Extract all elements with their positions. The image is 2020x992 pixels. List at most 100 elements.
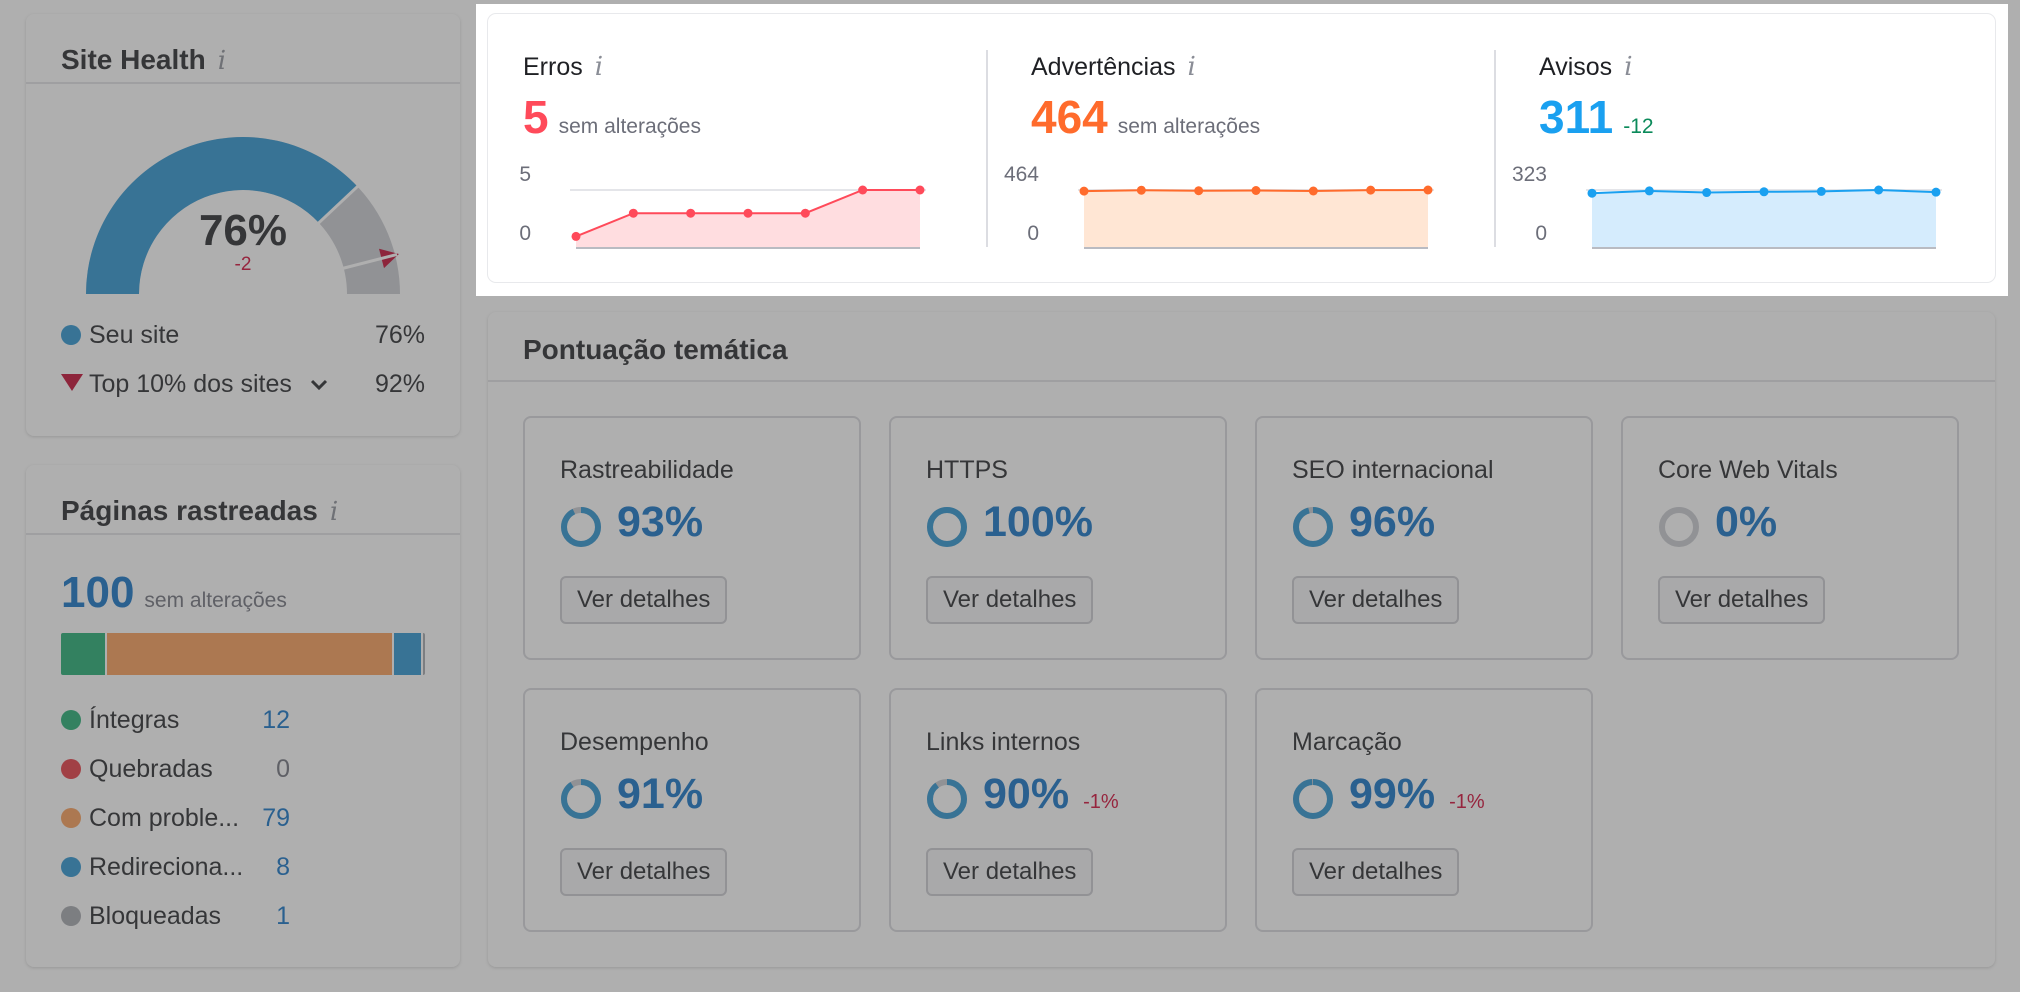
sparkline-point[interactable] (571, 231, 581, 241)
spark-y-tick: 0 (519, 222, 531, 245)
issue-value[interactable]: 5 sem alterações (523, 91, 701, 143)
info-icon[interactable]: i (1624, 52, 1633, 82)
legend-top10[interactable]: Top 10% dos sites (61, 370, 329, 399)
gauge-value: 76% (198, 206, 288, 255)
thematic-delta: -1% (1083, 791, 1119, 813)
divider (26, 82, 460, 84)
divider (488, 380, 1995, 382)
thematic-percentage: 90% -1% (983, 770, 1119, 818)
sparkline-point[interactable] (1308, 186, 1318, 196)
sparkline-point[interactable] (628, 208, 638, 218)
site-health-gauge (86, 137, 400, 294)
sparkline-point[interactable] (686, 208, 696, 218)
info-icon[interactable]: i (329, 497, 339, 527)
crawled-legend-value[interactable]: 1 (276, 902, 290, 930)
sparkline-point[interactable] (1816, 186, 1826, 196)
issue-sparkline[interactable] (1078, 164, 1438, 254)
thematic-score-card: Links internos 90% -1% Ver detalhes (889, 688, 1227, 932)
score-ring-icon (1659, 507, 1699, 547)
crawled-legend-item: Com proble... (61, 804, 239, 833)
dim-overlay (476, 0, 2020, 4)
sparkline-point[interactable] (1366, 185, 1376, 195)
triangle-down-icon (61, 374, 83, 391)
legend-site: Seu site (61, 321, 179, 350)
sparkline-point[interactable] (800, 208, 810, 218)
sparkline-area (576, 190, 920, 248)
sparkline-point[interactable] (1136, 185, 1146, 195)
sparkline-point[interactable] (1874, 185, 1884, 195)
sparkline-point[interactable] (1587, 188, 1597, 198)
info-icon[interactable]: i (594, 52, 604, 82)
view-details-button[interactable]: Ver detalhes (1658, 576, 1826, 624)
gauge-separator (316, 184, 360, 226)
separator (986, 50, 988, 247)
thematic-percentage: 91% (617, 770, 704, 818)
ring-fill (927, 507, 967, 547)
bar-segment[interactable] (61, 633, 105, 675)
crawled-legend-item: Quebradas (61, 755, 213, 784)
ring-fill (1293, 779, 1333, 819)
sparkline-point[interactable] (1079, 186, 1089, 196)
sparkline-area (1592, 190, 1936, 248)
crawled-legend-value[interactable]: 8 (276, 853, 290, 881)
sparkline-point[interactable] (1931, 187, 1941, 197)
thematic-percentage: 93% (617, 498, 704, 546)
thematic-score-card: Rastreabilidade 93% Ver detalhes (523, 416, 861, 660)
crawled-pages-card: Páginas rastreadas i 100 sem alterações Ín… (26, 465, 460, 967)
view-details-button[interactable]: Ver detalhes (926, 848, 1094, 896)
crawled-legend-value[interactable]: 79 (262, 804, 290, 832)
sparkline-point[interactable] (1759, 187, 1769, 197)
issue-label: Avisos i (1539, 52, 1633, 82)
bar-segment[interactable] (421, 633, 425, 675)
issue-label: Erros i (523, 52, 604, 82)
legend-top10-value: 92% (374, 370, 425, 398)
view-details-button[interactable]: Ver detalhes (1292, 576, 1460, 624)
divider (26, 533, 460, 535)
spark-y-tick: 323 (1511, 163, 1547, 186)
status-dot-icon (61, 808, 81, 828)
view-details-button[interactable]: Ver detalhes (1292, 848, 1460, 896)
sparkline-point[interactable] (1644, 186, 1654, 196)
bar-segment[interactable] (392, 633, 422, 675)
ring-fill (1293, 507, 1333, 547)
site-dot-icon (61, 325, 81, 345)
sparkline-point[interactable] (1251, 186, 1261, 195)
chevron-down-icon[interactable] (309, 378, 329, 392)
info-icon[interactable]: i (217, 46, 227, 76)
crawled-legend-value[interactable]: 12 (262, 706, 290, 734)
view-details-button[interactable]: Ver detalhes (926, 576, 1094, 624)
view-details-button[interactable]: Ver detalhes (560, 848, 728, 896)
bar-segment[interactable] (104, 633, 393, 675)
sparkline-point[interactable] (1423, 185, 1433, 195)
thematic-name: Core Web Vitals (1658, 456, 1838, 484)
spark-y-tick: 464 (1003, 163, 1039, 186)
sparkline-point[interactable] (743, 208, 753, 218)
sparkline-point[interactable] (915, 185, 925, 195)
crawled-total[interactable]: 100 sem alterações (61, 568, 287, 617)
crawled-legend-item: Íntegras (61, 706, 179, 735)
top10-marker-icon (379, 248, 399, 269)
spark-y-tick: 0 (1027, 222, 1039, 245)
status-dot-icon (61, 710, 81, 730)
sparkline-point[interactable] (1702, 188, 1712, 198)
crawled-legend-item: Redireciona... (61, 853, 243, 882)
sparkline-point[interactable] (858, 185, 868, 195)
legend-site-value: 76% (374, 321, 425, 349)
issue-sparkline[interactable] (1586, 164, 1946, 254)
info-icon[interactable]: i (1187, 52, 1196, 82)
spark-y-tick: 0 (1535, 222, 1547, 245)
issue-value[interactable]: 311 -12 (1539, 91, 1654, 143)
ring-fill (927, 779, 967, 819)
sparkline-point[interactable] (1194, 186, 1204, 196)
score-ring-icon (927, 779, 967, 819)
score-ring-icon (927, 507, 967, 547)
sparkline-area (1084, 190, 1428, 248)
issue-label: Advertências i (1031, 52, 1196, 82)
dim-overlay (2008, 4, 2020, 296)
score-ring-icon (1293, 507, 1333, 547)
issue-value[interactable]: 464 sem alterações (1031, 91, 1261, 143)
thematic-percentage: 0% (1715, 498, 1778, 546)
view-details-button[interactable]: Ver detalhes (560, 576, 728, 624)
crawled-legend-value: 0 (276, 755, 290, 783)
issue-sparkline[interactable] (570, 164, 930, 254)
